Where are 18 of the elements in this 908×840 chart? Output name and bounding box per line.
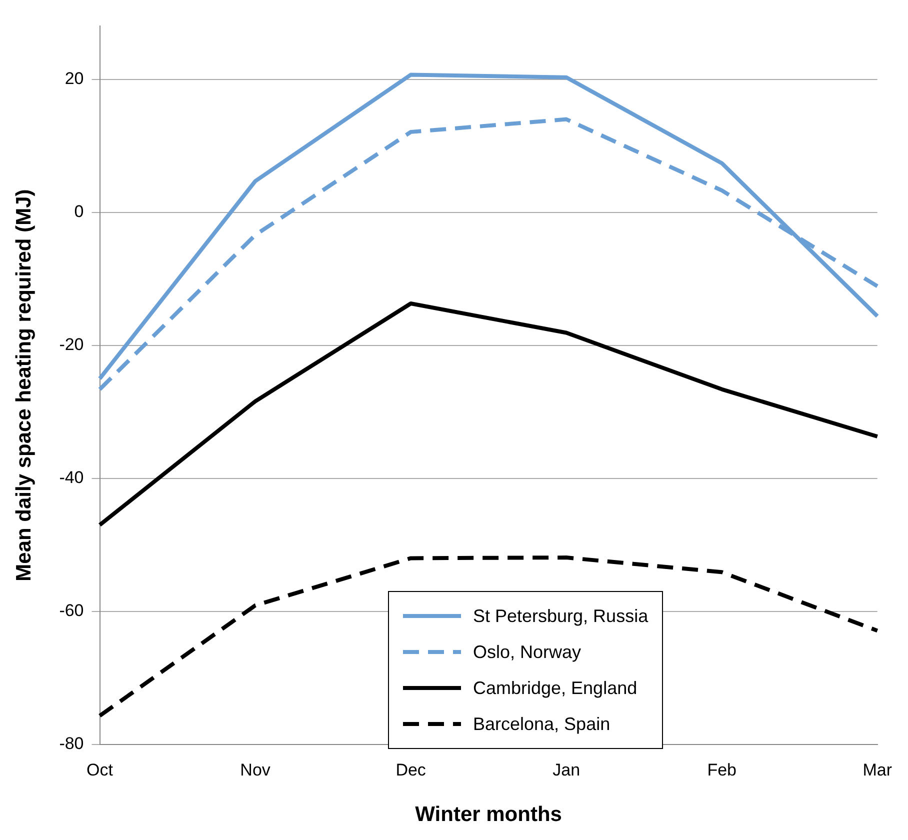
x-tick-label: Mar xyxy=(862,760,892,780)
y-tick-label: 20 xyxy=(64,69,84,88)
legend-label: Barcelona, Spain xyxy=(473,714,610,734)
y-tick-label: 0 xyxy=(74,202,84,222)
legend-label: St Petersburg, Russia xyxy=(473,606,648,626)
legend-label: Cambridge, England xyxy=(473,678,638,698)
y-tick-label: -80 xyxy=(59,734,84,754)
y-axis-title: Mean daily space heating required (MJ) xyxy=(12,189,36,582)
legend-label: Oslo, Norway xyxy=(473,642,582,662)
x-tick-label: Jan xyxy=(552,760,580,780)
y-tick-label: -60 xyxy=(59,601,84,620)
x-tick-label: Nov xyxy=(240,760,271,780)
x-tick-label: Dec xyxy=(396,760,426,780)
x-tick-label: Oct xyxy=(86,760,114,780)
x-tick-label: Feb xyxy=(707,760,736,780)
x-axis-title: Winter months xyxy=(415,803,562,826)
y-tick-label: -20 xyxy=(59,335,84,354)
y-tick-label: -40 xyxy=(59,468,84,488)
